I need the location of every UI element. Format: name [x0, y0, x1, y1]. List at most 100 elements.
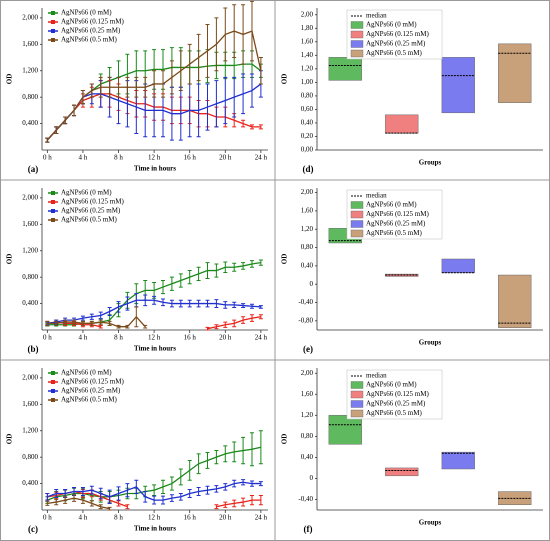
- error-bar: [223, 7, 228, 62]
- error-bar: [107, 506, 112, 511]
- legend-marker: [51, 20, 55, 24]
- error-bar: [178, 468, 183, 486]
- x-tick-label: 20 h: [219, 334, 232, 342]
- y-tick-label: 0,80: [301, 432, 314, 440]
- error-bar: [241, 303, 246, 309]
- error-bar: [169, 299, 174, 308]
- legend-label: AgNPs66 (0.25 mM): [61, 207, 121, 215]
- error-bar: [232, 4, 237, 59]
- y-tick-label: 0,400: [22, 299, 38, 307]
- error-bar: [116, 324, 121, 329]
- x-tick-label: 12 h: [148, 514, 161, 522]
- y-tick-label: 2,000: [22, 374, 38, 382]
- error-bar: [241, 436, 246, 465]
- error-bar: [143, 324, 148, 329]
- error-bar: [223, 261, 228, 274]
- legend-label: AgNPs66 (0.125 mM): [61, 198, 124, 206]
- error-bar: [249, 432, 254, 467]
- error-bar: [232, 499, 237, 508]
- error-bar: [54, 489, 59, 498]
- error-bar: [205, 485, 210, 495]
- box: [385, 467, 419, 477]
- panel-label: (c): [28, 524, 38, 534]
- legend-marker: [51, 11, 55, 15]
- error-bar: [107, 307, 112, 316]
- error-bar: [232, 301, 237, 309]
- error-bar: [125, 76, 130, 98]
- error-bar: [80, 487, 85, 496]
- legend-label: AgNPs66 (0 mM): [61, 369, 112, 377]
- x-tick-label: 4 h: [79, 514, 88, 522]
- y-tick-label: 0,40: [301, 119, 314, 127]
- x-tick-label: 8 h: [114, 514, 123, 522]
- error-bar: [80, 315, 85, 321]
- x-tick-label: 8 h: [114, 334, 123, 342]
- legend-marker: [51, 38, 55, 42]
- y-tick-label: 1,20: [301, 411, 314, 419]
- legend-marker: [51, 200, 55, 204]
- y-tick-label: 1,60: [301, 207, 314, 215]
- error-bar: [152, 495, 157, 505]
- error-bar: [89, 320, 94, 326]
- y-tick-label: 2,00: [301, 369, 314, 377]
- x-tick-label: 24 h: [255, 154, 268, 162]
- error-bar: [214, 299, 219, 309]
- panel-label: (d): [303, 164, 314, 174]
- box: [441, 57, 475, 114]
- x-tick-label: 20 h: [219, 154, 232, 162]
- panel-label: (f): [304, 524, 313, 534]
- y-tick-label: 2,00: [301, 10, 314, 18]
- error-bar: [205, 452, 210, 469]
- box: [498, 274, 532, 328]
- y-tick-label: 1,600: [22, 400, 38, 408]
- y-tick-label: 0,40: [301, 261, 314, 269]
- error-bar: [205, 326, 210, 331]
- error-bar: [178, 273, 183, 288]
- legend-swatch: [350, 229, 364, 238]
- y-tick-label: -0,40: [298, 298, 313, 306]
- legend-label: AgNPs66 (0.125 mM): [61, 378, 124, 386]
- y-tick-label: 1,60: [301, 37, 314, 45]
- x-tick-label: 8 h: [114, 154, 123, 162]
- box: [385, 114, 419, 134]
- y-axis-label: OD: [281, 254, 289, 265]
- error-bar: [152, 70, 157, 98]
- error-bar: [80, 320, 85, 326]
- y-tick-label: 2,000: [22, 194, 38, 202]
- error-bar: [169, 476, 174, 491]
- legend-label: AgNPs66 (0.25 mM): [366, 220, 426, 228]
- error-bar: [241, 479, 246, 486]
- error-bar: [249, 124, 254, 130]
- box: [441, 258, 475, 273]
- error-bar: [249, 303, 254, 309]
- box: [441, 451, 475, 470]
- panel-label: (a): [28, 164, 39, 174]
- error-bar: [241, 316, 246, 324]
- error-bar: [98, 504, 103, 510]
- legend-label: AgNPs66 (0.25 mM): [366, 400, 426, 408]
- error-bar: [258, 124, 263, 130]
- legend-label: AgNPs66 (0 mM): [366, 21, 417, 29]
- x-tick-label: 16 h: [184, 514, 197, 522]
- error-bar: [232, 319, 237, 328]
- error-bar: [98, 319, 103, 325]
- y-tick-label: 1,60: [301, 390, 314, 398]
- error-bar: [178, 299, 183, 308]
- x-axis-label: Groups: [419, 519, 442, 527]
- error-bar: [89, 313, 94, 320]
- error-bar: [161, 70, 166, 98]
- legend-swatch: [350, 49, 364, 58]
- error-bar: [196, 453, 201, 475]
- error-bar: [241, 4, 246, 65]
- error-bar: [241, 73, 246, 115]
- y-axis-label: OD: [281, 74, 289, 85]
- error-bar: [196, 299, 201, 308]
- error-bar: [187, 270, 192, 285]
- error-bar: [125, 296, 130, 311]
- error-bar: [249, 73, 254, 108]
- error-bar: [187, 299, 192, 308]
- y-tick-label: 0,20: [301, 132, 314, 140]
- error-bar: [178, 492, 183, 501]
- y-tick-label: 0,400: [22, 119, 38, 127]
- legend-marker: [51, 371, 55, 375]
